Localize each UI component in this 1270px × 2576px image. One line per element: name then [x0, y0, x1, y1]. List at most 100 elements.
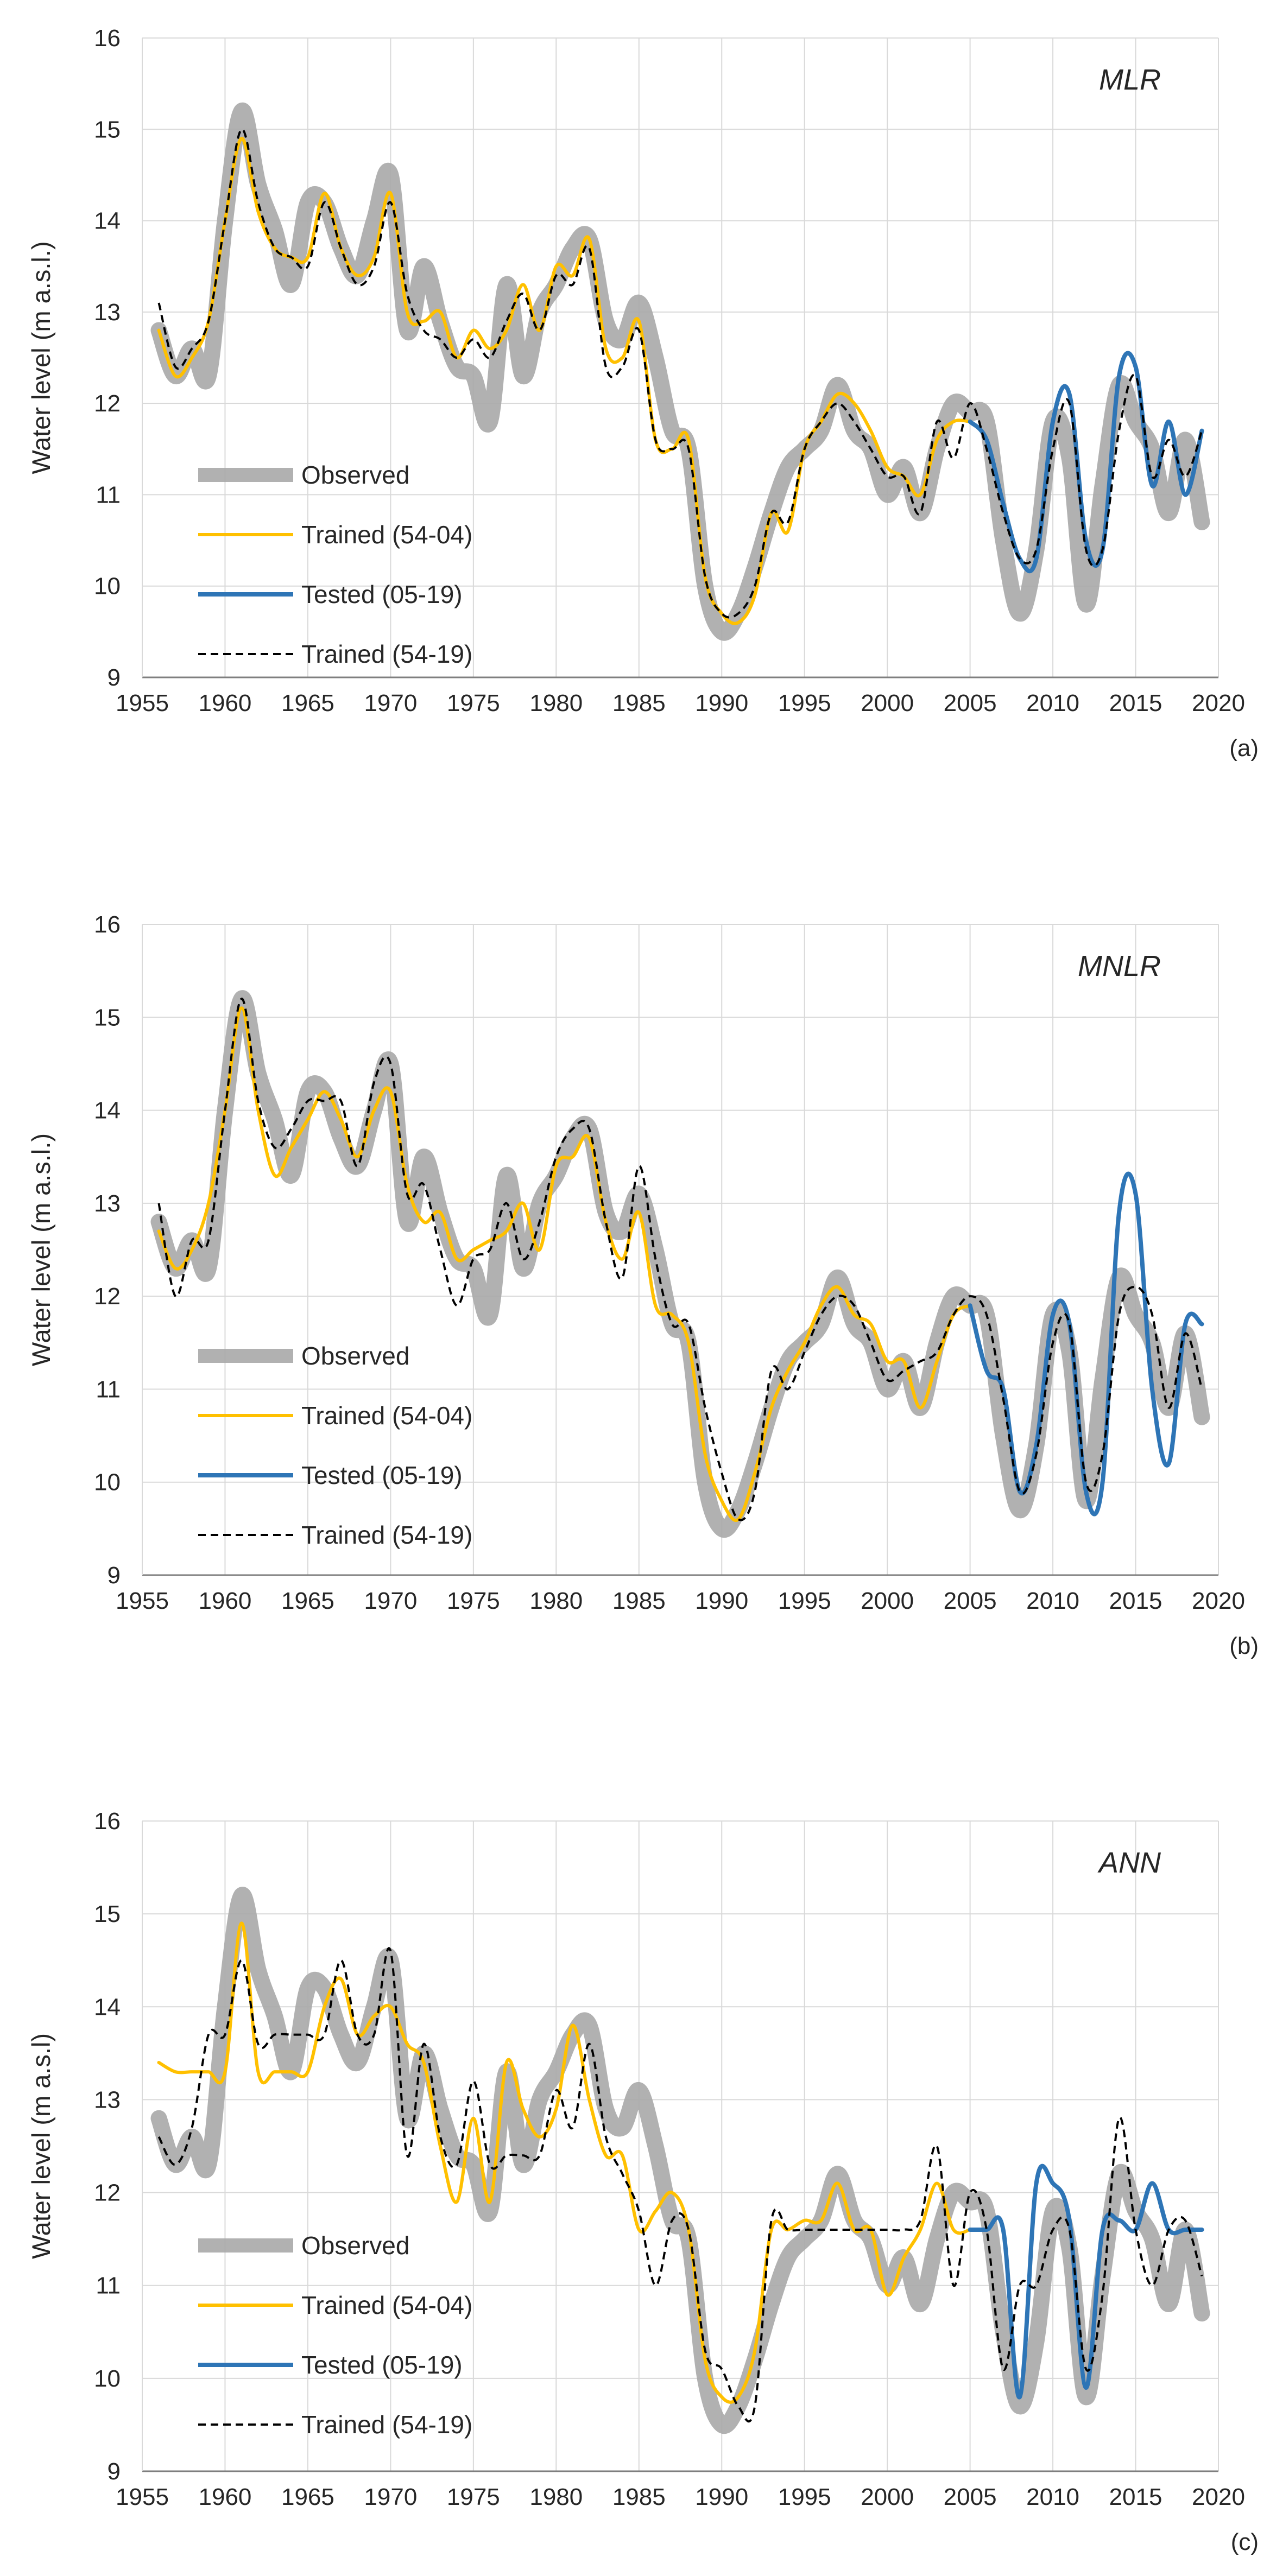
chart-panel-b: 1955 1960 1965 1970 1975 1980 1985 1990 1995 2000…	[27, 911, 1259, 1659]
x-tick-label: 1990	[695, 1588, 748, 1614]
y-tick-label: 13	[94, 2086, 121, 2113]
x-tick-label: 1970	[364, 1588, 417, 1614]
y-axis-label: Water level (m a.s.l.)	[27, 1133, 55, 1366]
x-tick-label: 1965	[281, 690, 334, 716]
y-tick-label: 12	[94, 390, 121, 417]
legend-label: Observed	[301, 461, 409, 489]
series-line-observed	[150, 103, 1210, 641]
x-tick-label: 1960	[199, 2484, 252, 2510]
gridlines	[142, 37, 1219, 678]
chart-panel-a: 1955 1960 1965 1970 1975 1980 1985 1990 1995 2000…	[27, 25, 1259, 762]
legend-label: Observed	[301, 2231, 409, 2260]
x-tick-label: 2020	[1192, 690, 1245, 716]
y-tick-label: 13	[94, 1190, 121, 1217]
series-line-trained-54-04	[157, 1921, 972, 2404]
legend-label: Trained (54-04)	[301, 521, 472, 549]
x-tick-label: 2000	[861, 2484, 914, 2510]
x-tick-label: 1980	[529, 690, 583, 716]
x-tick-label: 2015	[1109, 2484, 1162, 2510]
x-tick-label: 2015	[1109, 1588, 1162, 1614]
y-tick-label: 12	[94, 1283, 121, 1310]
x-tick-label: 1985	[612, 690, 666, 716]
y-tick-label: 16	[94, 911, 121, 938]
y-tick-label: 16	[94, 25, 121, 52]
x-tick-label: 1990	[695, 2484, 748, 2510]
x-tick-label: 1970	[364, 2484, 417, 2510]
x-tick-label: 1975	[447, 1588, 500, 1614]
y-tick-label: 13	[94, 299, 121, 326]
x-tick-label: 1985	[612, 1588, 666, 1614]
x-tick-label: 1995	[778, 690, 831, 716]
series-line-trained-54-04	[157, 1006, 972, 1522]
x-tick-label: 1965	[281, 1588, 334, 1614]
x-tick-label: 1990	[695, 690, 748, 716]
y-tick-label: 16	[94, 1808, 121, 1835]
series-line-observed	[150, 990, 1210, 1538]
legend-label: Trained (54-19)	[301, 2410, 472, 2439]
legend-label: Observed	[301, 1342, 409, 1370]
panel-label: (a)	[1229, 735, 1259, 762]
y-tick-label: 15	[94, 1901, 121, 1927]
x-tick-label: 1960	[199, 690, 252, 716]
y-tick-label: 12	[94, 2180, 121, 2206]
series-line-trained-54-04	[157, 137, 972, 625]
y-tick-label: 14	[94, 208, 121, 234]
model-label: MNLR	[1078, 950, 1161, 982]
y-tick-label: 9	[108, 1562, 121, 1589]
y-tick-label: 11	[96, 2273, 121, 2299]
legend: Observed Trained (54-04) Tested (05-19) Tra…	[198, 2231, 472, 2439]
x-tick-label: 1975	[447, 2484, 500, 2510]
y-tick-label: 11	[96, 481, 121, 508]
series-line-observed	[150, 1887, 1210, 2434]
x-tick-label: 1970	[364, 690, 417, 716]
x-tick-label: 1965	[281, 2484, 334, 2510]
x-tick-label: 2015	[1109, 690, 1162, 716]
y-tick-label: 9	[108, 2458, 121, 2485]
x-tick-label: 2005	[944, 690, 997, 716]
y-tick-label: 15	[94, 116, 121, 143]
legend: Observed Trained (54-04) Tested (05-19) Tra…	[198, 1342, 472, 1549]
model-label: ANN	[1097, 1847, 1161, 1879]
y-tick-label: 14	[94, 1097, 121, 1124]
x-tick-label: 1985	[612, 2484, 666, 2510]
panel-label: (c)	[1231, 2529, 1259, 2555]
y-tick-label: 10	[94, 573, 121, 600]
x-tick-label: 1980	[529, 1588, 583, 1614]
series-line-trained-54-19	[157, 1947, 1203, 2423]
x-tick-label: 1975	[447, 690, 500, 716]
legend-label: Tested (05-19)	[301, 2351, 463, 2379]
legend-label: Trained (54-19)	[301, 1521, 472, 1549]
legend: Observed Trained (54-04) Tested (05-19) Tra…	[198, 461, 472, 668]
x-tick-label: 2005	[944, 1588, 997, 1614]
x-tick-label: 2010	[1026, 690, 1079, 716]
x-tick-label: 2000	[861, 690, 914, 716]
x-tick-label: 1955	[116, 2484, 169, 2510]
series-line-tested-05-19	[968, 1171, 1204, 1517]
chart-panel-c: 1955 1960 1965 1970 1975 1980 1985 1990 1995 2000…	[27, 1808, 1259, 2555]
x-tick-label: 1995	[778, 2484, 831, 2510]
x-tick-label: 1980	[529, 2484, 583, 2510]
legend-label: Trained (54-19)	[301, 640, 472, 668]
y-tick-label: 11	[96, 1376, 121, 1403]
x-tick-label: 1955	[116, 690, 169, 716]
y-tick-label: 9	[108, 664, 121, 691]
x-tick-label: 2020	[1192, 1588, 1245, 1614]
legend-label: Trained (54-04)	[301, 1401, 472, 1430]
y-axis-label: Water level (m a.s.l.)	[27, 241, 55, 474]
x-tick-label: 1955	[116, 1588, 169, 1614]
legend-label: Tested (05-19)	[301, 1461, 463, 1489]
model-label: MLR	[1099, 64, 1161, 96]
y-tick-label: 10	[94, 2365, 121, 2392]
legend-label: Trained (54-04)	[301, 2291, 472, 2319]
y-tick-label: 10	[94, 1469, 121, 1496]
x-tick-label: 2010	[1026, 2484, 1079, 2510]
gridlines	[142, 924, 1219, 1576]
x-tick-label: 2020	[1192, 2484, 1245, 2510]
series-line-trained-54-19	[157, 128, 1203, 619]
panel-label: (b)	[1229, 1633, 1259, 1659]
x-tick-label: 2000	[861, 1588, 914, 1614]
series-line-trained-54-19	[157, 997, 1203, 1521]
x-tick-label: 2010	[1026, 1588, 1079, 1614]
y-axis-label: Water level (m a.s.l)	[27, 2033, 55, 2259]
